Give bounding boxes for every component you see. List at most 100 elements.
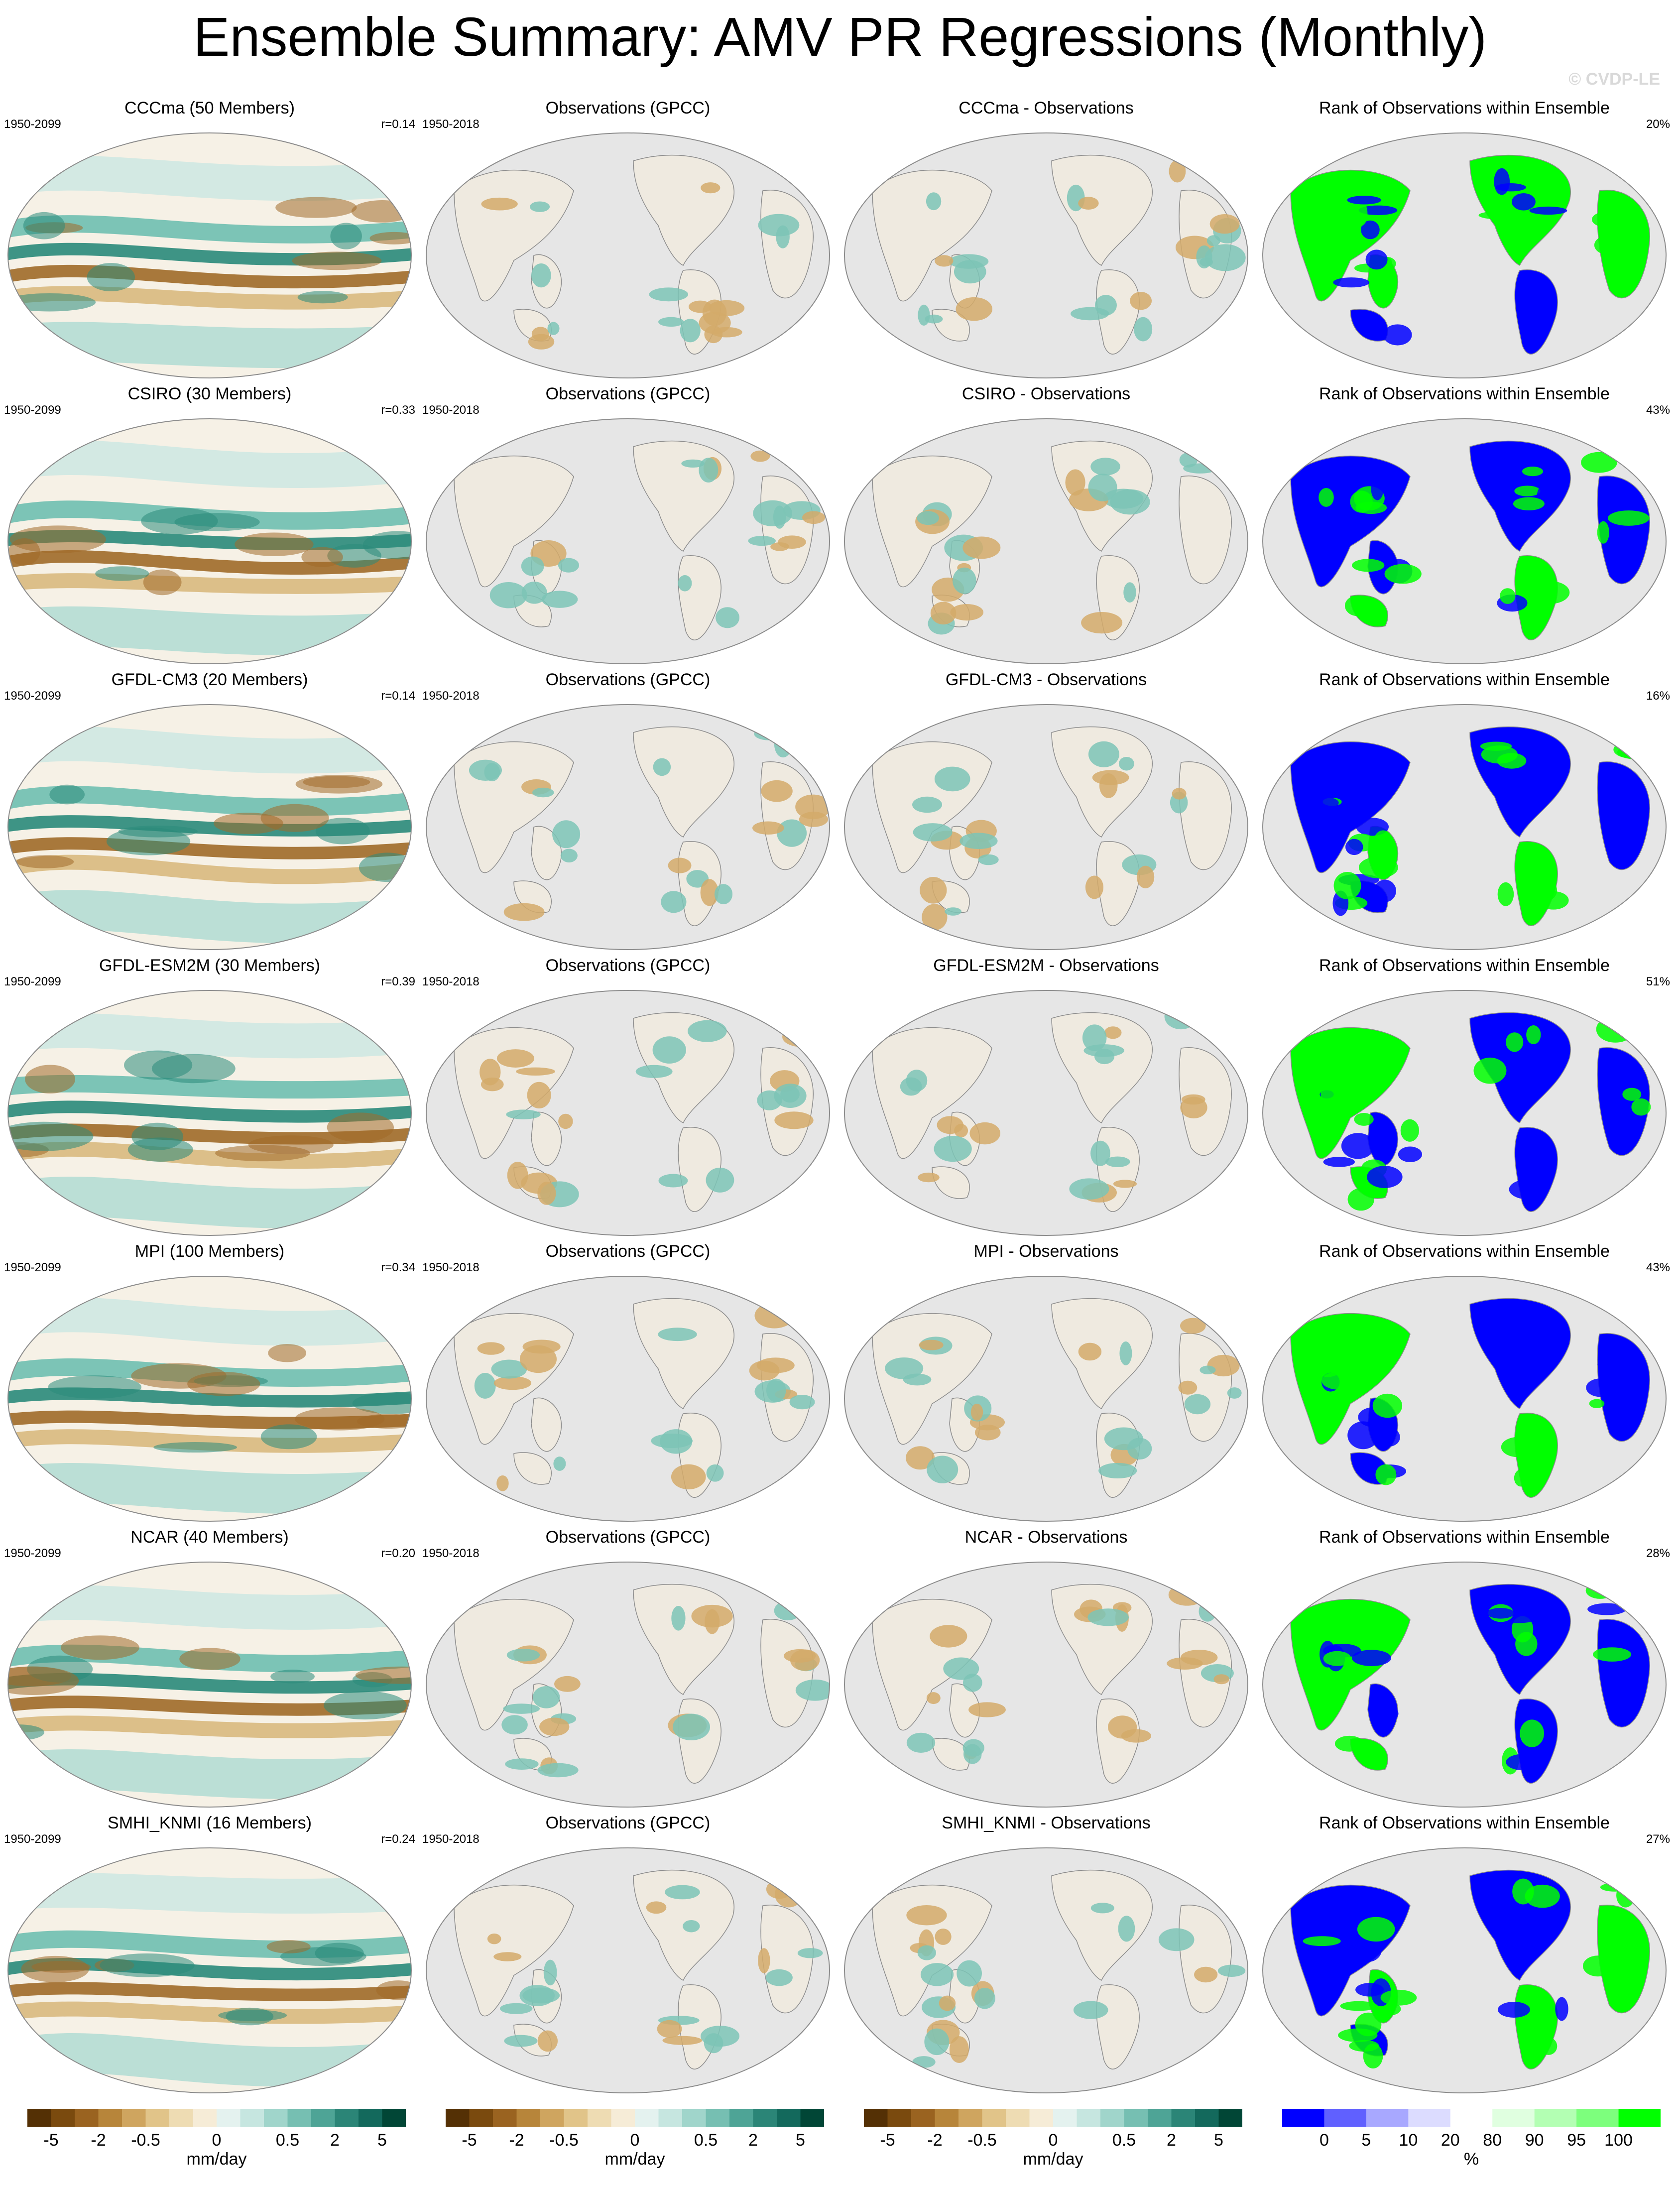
colorbar-swatch	[800, 2109, 824, 2127]
colorbar-swatch	[51, 2109, 75, 2127]
colorbar-tick-label: 0	[1048, 2131, 1058, 2150]
rank-percent: 27%	[1646, 1832, 1670, 1846]
colorbar-swatch	[753, 2109, 777, 2127]
colorbar-tick-label: -0.5	[967, 2131, 997, 2150]
panel-title: Rank of Observations within Ensemble	[1319, 99, 1610, 118]
colorbar-swatch	[1100, 2109, 1124, 2127]
panel-obs: Observations (GPCC) 1950-2018	[419, 97, 837, 381]
colorbar-swatch	[516, 2109, 541, 2127]
colorbar-tick-label: 0.5	[275, 2131, 300, 2150]
map-obs	[426, 1562, 830, 1808]
panel-title: CCCma (50 Members)	[124, 99, 295, 118]
map-model	[7, 132, 412, 378]
colorbar-swatch	[335, 2109, 359, 2127]
colorbar-tick-label: 0	[630, 2131, 640, 2150]
panel-model: CSIRO (30 Members) 1950-2099 r=0.33	[1, 383, 418, 667]
colorbar-swatch	[1450, 2109, 1493, 2127]
panel-rank: Rank of Observations within Ensemble 27%	[1256, 1812, 1673, 2096]
colorbar-tick-label: 0	[212, 2131, 222, 2150]
colorbar-swatch	[311, 2109, 335, 2127]
map-diff	[844, 1847, 1248, 2093]
colorbar-ticks: -5 -2 -0.5 0 0.5 2 5	[864, 2131, 1242, 2151]
colorbar-tick-label: 5	[377, 2131, 387, 2150]
colorbar-tick-label: 0	[1319, 2131, 1329, 2150]
panel-diff: GFDL-CM3 - Observations	[838, 669, 1255, 953]
colorbar-swatch	[864, 2109, 888, 2127]
colorbar-swatch	[540, 2109, 564, 2127]
colorbar-swatch	[1408, 2109, 1451, 2127]
colorbar-ticks: 0 5 10 20 80 90 95 100	[1282, 2131, 1661, 2151]
colorbar-swatch	[611, 2109, 635, 2127]
colorbar-tick-label: -0.5	[549, 2131, 579, 2150]
panel-title: CSIRO - Observations	[961, 384, 1131, 403]
colorbar-tick-label: -5	[880, 2131, 895, 2150]
colorbar-swatch	[658, 2109, 683, 2127]
colorbar-swatch	[469, 2109, 493, 2127]
map-diff	[844, 1562, 1248, 1808]
map-obs	[426, 1276, 830, 1522]
panel-model: SMHI_KNMI (16 Members) 1950-2099 r=0.24	[1, 1812, 418, 2096]
map-model	[7, 704, 412, 950]
colorbar-swatch	[729, 2109, 753, 2127]
colorbar-rank: 0 5 10 20 80 90 95 100%	[1282, 2109, 1661, 2169]
colorbar-swatch	[98, 2109, 122, 2127]
colorbar-tick-label: -5	[43, 2131, 59, 2150]
panel-rank: Rank of Observations within Ensemble 20%	[1256, 97, 1673, 381]
colorbar-tick-label: -2	[509, 2131, 524, 2150]
panel-title: Rank of Observations within Ensemble	[1319, 670, 1610, 689]
panel-model: GFDL-CM3 (20 Members) 1950-2099 r=0.14	[1, 669, 418, 953]
colorbar-tick-label: 0.5	[694, 2131, 718, 2150]
colorbar-swatch	[935, 2109, 959, 2127]
panel-title: Observations (GPCC)	[545, 956, 711, 975]
colorbar-swatch	[887, 2109, 912, 2127]
map-model	[7, 990, 412, 1236]
colorbar-swatch	[493, 2109, 517, 2127]
period-label: 1950-2099	[4, 1832, 61, 1846]
copyright-mark: © CVDP-LE	[1568, 70, 1660, 89]
colorbar-swatches	[864, 2109, 1242, 2127]
period-label: 1950-2099	[4, 1261, 61, 1274]
correlation-label: r=0.14	[381, 689, 415, 703]
colorbar-tick-label: 0.5	[1112, 2131, 1136, 2150]
panel-title: Rank of Observations within Ensemble	[1319, 956, 1610, 975]
rank-percent: 28%	[1646, 1547, 1670, 1560]
panel-title: CCCma - Observations	[959, 99, 1134, 118]
colorbar-tick-label: 10	[1399, 2131, 1418, 2150]
colorbar-swatch	[982, 2109, 1006, 2127]
panel-model: CCCma (50 Members) 1950-2099 r=0.14	[1, 97, 418, 381]
correlation-label: r=0.39	[381, 975, 415, 988]
colorbar-swatches	[27, 2109, 406, 2127]
map-rank	[1262, 418, 1667, 664]
map-model	[7, 1276, 412, 1522]
colorbar-tick-label: 80	[1483, 2131, 1502, 2150]
colorbar-swatch	[706, 2109, 730, 2127]
panel-title: Observations (GPCC)	[545, 1528, 711, 1547]
panel-title: GFDL-ESM2M - Observations	[933, 956, 1159, 975]
panel-rank: Rank of Observations within Ensemble 28%	[1256, 1526, 1673, 1810]
panel-title: SMHI_KNMI - Observations	[942, 1814, 1151, 1832]
colorbar-unit: %	[1463, 2150, 1479, 2169]
rank-percent: 43%	[1646, 403, 1670, 417]
colorbar-swatch	[1053, 2109, 1077, 2127]
panel-diff: CSIRO - Observations	[838, 383, 1255, 667]
colorbar-swatch	[959, 2109, 982, 2127]
panel-title: GFDL-ESM2M (30 Members)	[99, 956, 320, 975]
period-label: 1950-2018	[422, 1261, 480, 1274]
panel-title: Rank of Observations within Ensemble	[1319, 1528, 1610, 1547]
colorbar-tick-label: 5	[796, 2131, 805, 2150]
colorbar-swatch	[264, 2109, 288, 2127]
map-obs	[426, 1847, 830, 2093]
colorbar-swatch	[682, 2109, 706, 2127]
colorbar-unit: mm/day	[604, 2150, 665, 2169]
map-rank	[1262, 1562, 1667, 1808]
colorbar-swatch	[1148, 2109, 1172, 2127]
colorbar-tick-label: 5	[1361, 2131, 1371, 2150]
colorbar-ticks: -5 -2 -0.5 0 0.5 2 5	[446, 2131, 824, 2151]
colorbar-swatch	[564, 2109, 588, 2127]
correlation-label: r=0.14	[381, 118, 415, 131]
colorbar-swatch	[75, 2109, 99, 2127]
map-diff	[844, 1276, 1248, 1522]
map-diff	[844, 990, 1248, 1236]
colorbar-unit: mm/day	[186, 2150, 247, 2169]
colorbar-swatch	[1077, 2109, 1101, 2127]
